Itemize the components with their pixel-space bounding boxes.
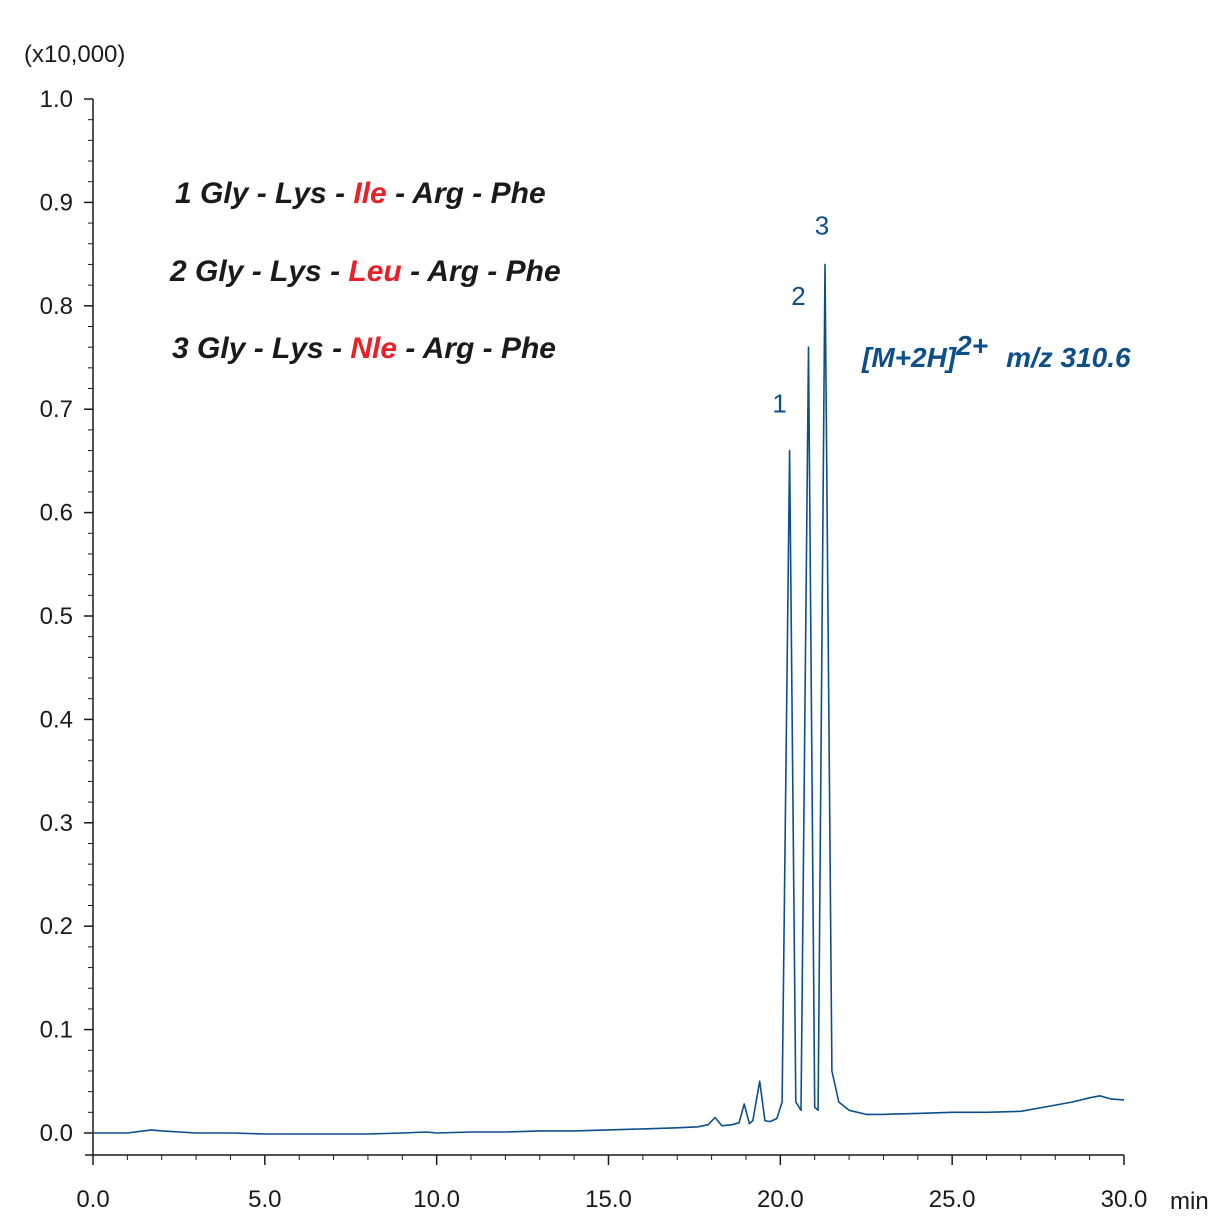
x-tick-label: 10.0: [413, 1186, 460, 1213]
legend-entry-3-suffix: - Arg - Phe: [397, 332, 556, 365]
axes: [85, 99, 1124, 1156]
x-tick-label: 20.0: [757, 1186, 804, 1213]
x-tick-label: 25.0: [929, 1186, 976, 1213]
y-tick-label: 1.0: [40, 86, 73, 113]
ion-annotation-main: [M+2H]: [861, 342, 958, 373]
legend-entry-2-highlight: Leu: [348, 255, 401, 288]
y-tick-label: 0.7: [40, 396, 73, 423]
y-tick-label: 0.5: [40, 603, 73, 630]
chromatogram-trace: [93, 263, 1125, 1135]
legend-entry-1: 1 Gly - Lys - Ile - Arg - Phe: [175, 177, 546, 210]
peak-label-3: 3: [815, 210, 829, 240]
x-tick-label: 5.0: [248, 1186, 281, 1213]
y-tick-label: 0.6: [40, 500, 73, 527]
x-unit-label: min: [1170, 1188, 1209, 1215]
x-axis-ticks: 0.0 5.0 10.0 15.0 20.0 25.0 30.0: [76, 1155, 1147, 1213]
legend-entry-3-prefix: 3 Gly - Lys -: [172, 332, 350, 365]
y-tick-label: 0.2: [40, 913, 73, 940]
y-tick-label: 0.1: [40, 1017, 73, 1044]
ion-annotation: [M+2H]2+ m/z 310.6: [861, 330, 1131, 373]
trace-group: [93, 263, 1125, 1135]
y-multiplier-label: (x10,000): [24, 41, 125, 68]
legend-entry-1-highlight: Ile: [353, 177, 386, 210]
peak-label-1: 1: [772, 389, 786, 419]
y-tick-label: 0.0: [40, 1120, 73, 1147]
legend-entry-3: 3 Gly - Lys - Nle - Arg - Phe: [172, 332, 556, 365]
ion-annotation-sup: 2+: [955, 330, 988, 361]
legend-entry-1-prefix: 1 Gly - Lys -: [175, 177, 353, 210]
y-axis-ticks: 0.0 0.1 0.2 0.3 0.4 0.5 0.6 0.7 0.8 0.9 1.0: [40, 86, 93, 1147]
y-tick-label: 0.8: [40, 293, 73, 320]
x-tick-label: 0.0: [76, 1186, 109, 1213]
y-tick-label: 0.9: [40, 189, 73, 216]
peak-labels: 1 2 3: [772, 210, 829, 418]
legend-entry-1-suffix: - Arg - Phe: [387, 177, 546, 210]
legend-entry-2-suffix: - Arg - Phe: [402, 255, 561, 288]
x-tick-label: 30.0: [1101, 1186, 1148, 1213]
legend-entry-2: 2 Gly - Lys - Leu - Arg - Phe: [169, 255, 561, 288]
legend-entry-2-prefix: 2 Gly - Lys -: [169, 255, 348, 288]
legend-entry-3-highlight: Nle: [350, 332, 397, 365]
legend: 1 Gly - Lys - Ile - Arg - Phe 2 Gly - Ly…: [169, 177, 561, 365]
x-tick-label: 15.0: [585, 1186, 632, 1213]
ion-annotation-tail: m/z 310.6: [1006, 342, 1131, 373]
y-tick-label: 0.4: [40, 706, 73, 733]
y-tick-label: 0.3: [40, 810, 73, 837]
peak-label-2: 2: [791, 281, 805, 311]
